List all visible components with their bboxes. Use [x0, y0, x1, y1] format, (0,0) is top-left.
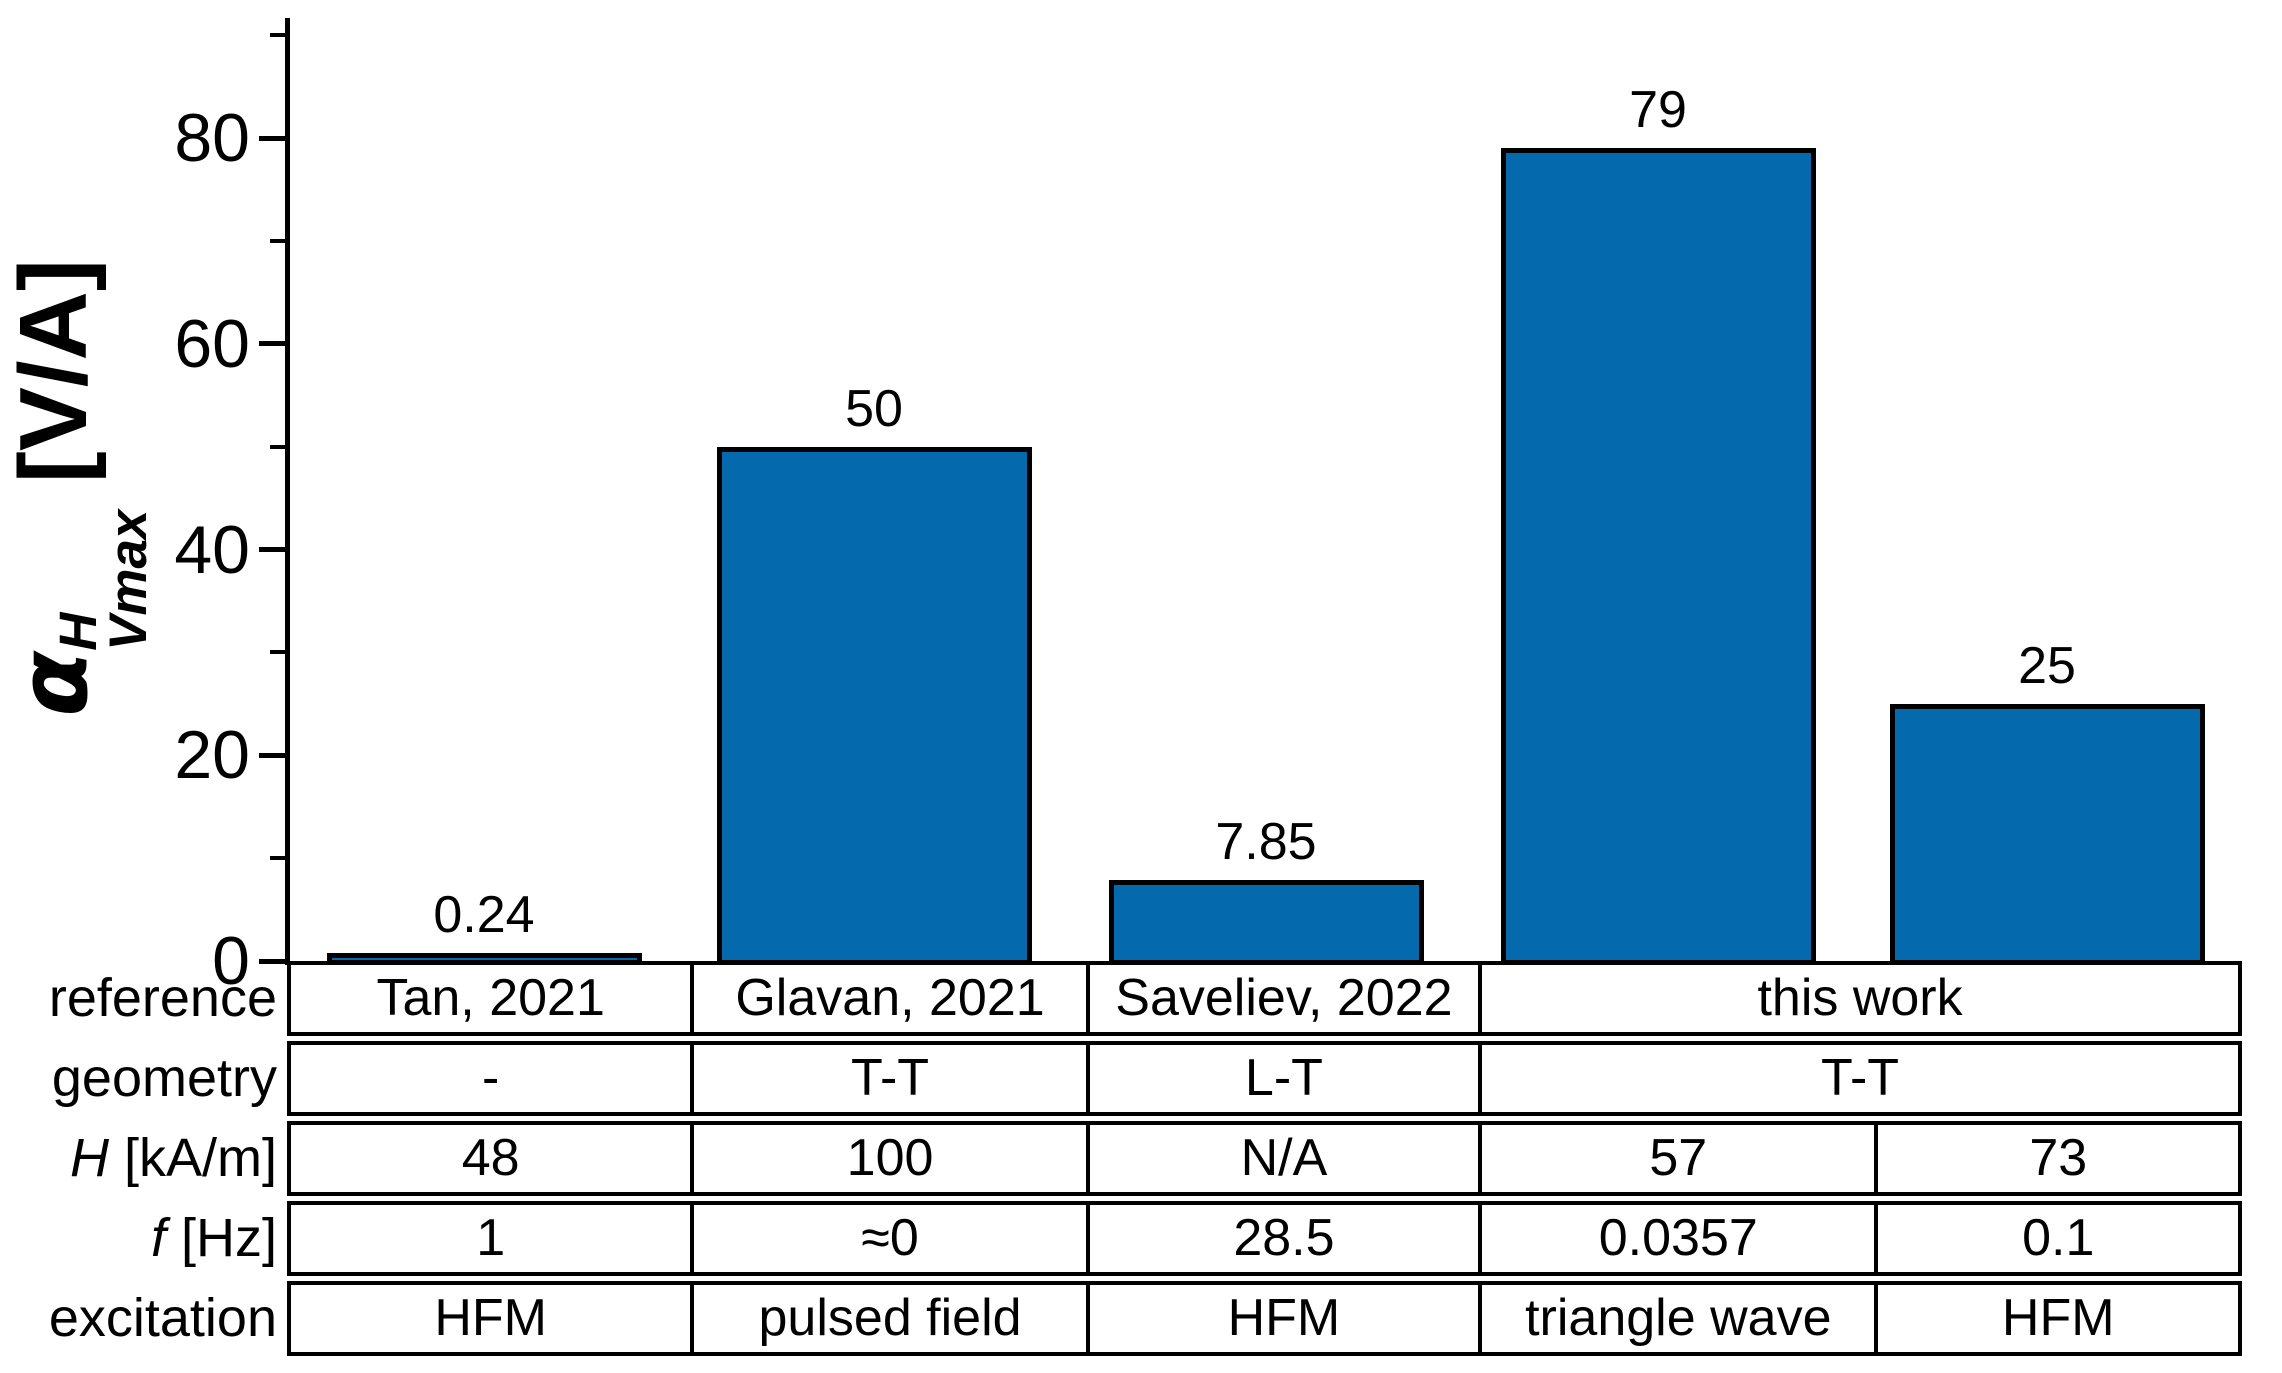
y-tick-label: 80	[174, 100, 250, 176]
table-cell: 0.1	[1874, 1205, 2238, 1272]
row-header-reference: reference	[0, 961, 277, 1036]
table-cell: 1	[476, 1209, 506, 1267]
row-header-f-Hz: f [Hz]	[0, 1201, 277, 1276]
row-header-text: reference	[48, 968, 277, 1028]
table-cell: 48	[461, 1129, 520, 1187]
table-cell: 28.5	[1085, 1205, 1478, 1272]
bar-value-label: 25	[2018, 636, 2076, 695]
y-major-tick	[259, 341, 285, 347]
row-header-italic-part: f	[150, 1208, 166, 1268]
row-header-H-kA-m: H [kA/m]	[0, 1121, 277, 1196]
table-cell: N/A	[1085, 1125, 1478, 1192]
row-header-italic-part: H	[69, 1128, 109, 1188]
bar-4	[1500, 148, 1816, 965]
table-row-geometry: - T-T L-T T-T	[287, 1041, 2242, 1116]
y-axis-label: α H Vmax [V/A]	[0, 38, 158, 938]
table-row-reference: Tan, 2021 Glavan, 2021 Saveliev, 2022 this …	[287, 961, 2242, 1036]
superscript-H: H	[48, 612, 108, 651]
table-cell: pulsed field	[690, 1285, 1085, 1352]
bar-2	[716, 446, 1032, 965]
table-cell: Saveliev, 2022	[1085, 965, 1478, 1032]
row-header-text: excitation	[48, 1288, 277, 1348]
row-header-geometry: geometry	[0, 1041, 277, 1116]
row-header-excitation: excitation	[0, 1281, 277, 1356]
y-tick-label: 40	[174, 511, 250, 588]
table-cell: 100	[690, 1125, 1085, 1192]
y-major-tick	[259, 135, 285, 141]
y-minor-tick	[270, 33, 285, 38]
y-axis-units: [V/A]	[0, 259, 108, 510]
row-header-text: [kA/m]	[108, 1128, 277, 1188]
bar-5	[1889, 703, 2205, 965]
table-cell: -	[482, 1049, 500, 1107]
table-cell: 73	[1874, 1125, 2238, 1192]
table-cell: Glavan, 2021	[690, 965, 1085, 1032]
y-major-tick	[259, 547, 285, 552]
bar-3	[1108, 880, 1424, 965]
y-axis-line	[285, 18, 290, 965]
y-major-tick	[259, 752, 285, 758]
table-cell: T-T	[1478, 1045, 2238, 1112]
y-tick-label: 0	[212, 923, 250, 999]
y-minor-tick	[270, 856, 285, 861]
y-minor-tick	[270, 238, 285, 243]
bar-value-label: 0.24	[433, 886, 535, 944]
table-cell: HFM	[1874, 1285, 2238, 1352]
row-header-text: geometry	[51, 1048, 277, 1108]
table-row-H-kA-m: 48 100 N/A 57 73	[287, 1121, 2242, 1196]
table-cell: HFM	[1085, 1285, 1478, 1352]
bar-value-label: 79	[1629, 81, 1687, 140]
table-cell: 57	[1478, 1125, 1874, 1192]
table-row-f-Hz: 1 ≈0 28.5 0.0357 0.1	[287, 1201, 2242, 1276]
table-cell: T-T	[690, 1045, 1085, 1112]
y-minor-tick	[270, 444, 285, 449]
y-tick-label: 20	[174, 717, 250, 794]
table-cell: this work	[1478, 965, 2238, 1032]
table-row-excitation: HFM pulsed field HFM triangle wave HFM	[287, 1281, 2242, 1356]
bar-value-label: 7.85	[1215, 813, 1317, 872]
table-cell: 0.0357	[1478, 1205, 1874, 1272]
y-minor-tick	[270, 650, 285, 655]
y-tick-label: 60	[174, 305, 250, 382]
table-cell: L-T	[1085, 1045, 1478, 1112]
table-cell: ≈0	[690, 1205, 1085, 1272]
y-major-tick	[259, 958, 285, 964]
table-cell: triangle wave	[1478, 1285, 1874, 1352]
row-header-text: [Hz]	[165, 1208, 277, 1268]
alpha-symbol: α	[0, 650, 110, 717]
table-cell: Tan, 2021	[376, 969, 605, 1027]
table-cell: HFM	[434, 1289, 547, 1347]
bar-value-label: 50	[845, 379, 903, 438]
